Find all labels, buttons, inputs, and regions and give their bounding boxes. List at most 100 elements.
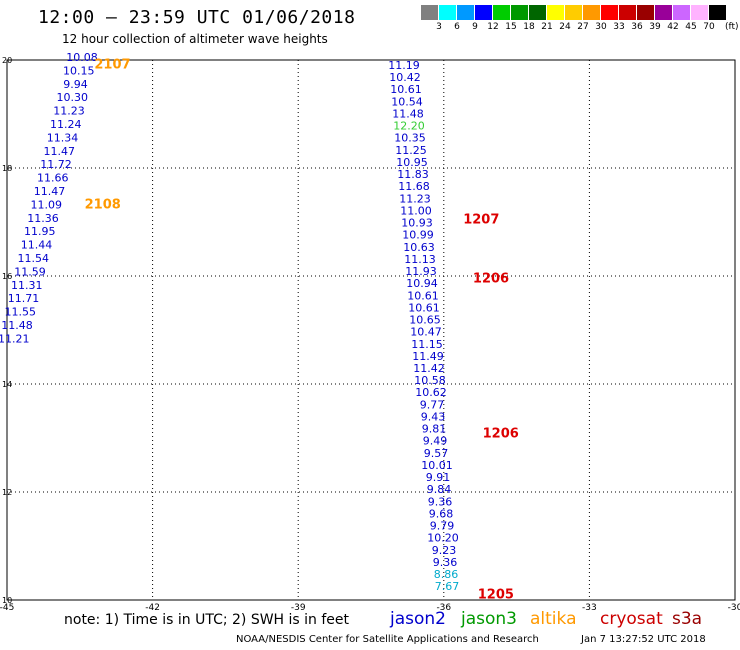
wave-height-value: 11.95 — [24, 225, 56, 238]
wave-height-value: 9.91 — [426, 471, 451, 484]
wave-height-value: 11.72 — [40, 158, 72, 171]
scale-swatch — [673, 5, 690, 20]
legend-altika: altika — [530, 609, 577, 629]
scale-swatch — [565, 5, 582, 20]
wave-height-value: 9.79 — [430, 520, 455, 533]
track-east-values: 11.1910.4210.6110.5411.4812.2010.3511.25… — [388, 59, 459, 593]
wave-height-value: 9.84 — [427, 483, 452, 496]
y-tick-label: 18 — [2, 164, 12, 173]
pass-time-label: 2107 — [94, 57, 130, 72]
wave-height-value: 11.36 — [27, 212, 59, 225]
wave-height-value: 10.99 — [402, 229, 434, 242]
wave-height-value: 11.42 — [413, 362, 445, 375]
wave-height-value: 9.49 — [423, 435, 448, 448]
wave-height-value: 9.81 — [422, 423, 447, 436]
wave-height-value: 9.68 — [429, 507, 454, 520]
pass-time-label: 1206 — [483, 427, 519, 442]
wave-height-value: 8.86 — [434, 568, 459, 581]
scale-label: 36 — [631, 22, 643, 32]
scale-label: 12 — [487, 22, 499, 32]
scale-swatch — [601, 5, 618, 20]
wave-height-value: 11.25 — [395, 144, 427, 157]
scale-swatch — [493, 5, 510, 20]
wave-height-value: 10.61 — [408, 301, 440, 314]
scale-swatch — [619, 5, 636, 20]
scale-label: 45 — [685, 22, 697, 32]
scale-swatch — [439, 5, 456, 20]
footer-timestamp: Jan 7 13:27:52 UTC 2018 — [581, 634, 706, 645]
wave-height-value: 10.65 — [409, 314, 441, 327]
pass-time-label: 1206 — [473, 272, 509, 287]
wave-height-value: 9.94 — [63, 78, 88, 91]
wave-height-value: 10.58 — [414, 374, 446, 387]
wave-height-value: 11.54 — [18, 252, 50, 265]
wave-height-value: 9.36 — [428, 495, 453, 508]
wave-height-value: 10.61 — [390, 83, 422, 96]
legend-jason3: jason3 — [461, 609, 517, 629]
scale-swatch — [637, 5, 654, 20]
pass-time-label: 1207 — [463, 212, 499, 227]
wave-height-value: 11.19 — [388, 59, 420, 72]
wave-height-value: 10.01 — [421, 459, 453, 472]
wave-height-value: 9.43 — [421, 410, 446, 423]
wave-height-value: 11.66 — [37, 172, 69, 185]
y-tick-label: 12 — [2, 488, 12, 497]
wave-height-value: 9.57 — [424, 447, 449, 460]
wave-height-value: 11.31 — [11, 279, 43, 292]
wave-height-value: 11.48 — [1, 319, 33, 332]
scale-swatch — [691, 5, 708, 20]
wave-height-value: 10.30 — [57, 91, 89, 104]
scale-unit: (ft) — [725, 22, 739, 32]
wave-height-value: 10.54 — [391, 95, 423, 108]
wave-height-value: 10.08 — [66, 51, 98, 64]
wave-height-value: 11.13 — [404, 253, 436, 266]
scale-label: 70 — [703, 22, 715, 32]
wave-height-value: 11.23 — [53, 105, 85, 118]
scale-swatch — [529, 5, 546, 20]
wave-height-value: 10.94 — [406, 277, 438, 290]
wave-height-value: 10.42 — [389, 71, 421, 84]
scale-label: 3 — [436, 22, 442, 32]
wave-height-value: 11.15 — [411, 338, 443, 351]
wave-height-value: 11.83 — [397, 168, 429, 181]
y-tick-label: 10 — [2, 596, 12, 605]
map-frame — [6, 59, 736, 601]
wave-height-value: 11.49 — [412, 350, 444, 363]
scale-swatch — [457, 5, 474, 20]
footer-credit: NOAA/NESDIS Center for Satellite Applica… — [236, 634, 539, 645]
wave-height-value: 11.47 — [44, 145, 76, 158]
x-tick-label: -39 — [291, 603, 306, 613]
wave-height-value: 10.61 — [407, 289, 439, 302]
scale-swatch — [511, 5, 528, 20]
units-note: note: 1) Time is in UTC; 2) SWH is in fe… — [64, 612, 350, 628]
scale-label: 15 — [505, 22, 517, 32]
wave-height-value: 10.20 — [427, 532, 459, 545]
y-tick-label: 20 — [2, 56, 12, 65]
wave-height-value: 12.20 — [393, 120, 425, 133]
wave-height-value: 10.93 — [401, 217, 433, 230]
wave-height-color-scale: 3 6 9 12 15 18 21 24 27 30 33 36 39 42 45 70 (ft) — [421, 5, 739, 33]
wave-height-value: 10.63 — [403, 241, 435, 254]
wave-height-value: 11.21 — [0, 332, 30, 345]
scale-swatch — [475, 5, 492, 20]
x-tick-label: -30 — [728, 603, 740, 613]
wave-height-value: 11.23 — [399, 192, 431, 205]
x-tick-label: -33 — [582, 603, 597, 613]
legend-jason2: jason2 — [390, 609, 446, 629]
x-tick-label: -42 — [145, 603, 160, 613]
y-axis-ticks: 20 18 16 14 12 10 — [2, 56, 12, 605]
scale-label: 9 — [472, 22, 478, 32]
wave-height-value: 10.35 — [394, 132, 426, 145]
wave-height-value: 11.47 — [34, 185, 66, 198]
wave-height-value: 9.36 — [433, 556, 458, 569]
wave-height-value: 11.48 — [392, 107, 424, 120]
map-subtitle: 12 hour collection of altimeter wave hei… — [62, 32, 328, 46]
scale-label: 18 — [523, 22, 535, 32]
time-labels: 2107 2108 1207 1206 1206 1205 — [85, 57, 519, 602]
scale-label: 39 — [649, 22, 661, 32]
scale-swatch — [655, 5, 672, 20]
legend-cryosat: cryosat — [600, 609, 663, 629]
wave-height-value: 10.15 — [63, 64, 95, 77]
wave-height-value: 10.47 — [410, 326, 442, 339]
y-tick-label: 14 — [2, 380, 12, 389]
